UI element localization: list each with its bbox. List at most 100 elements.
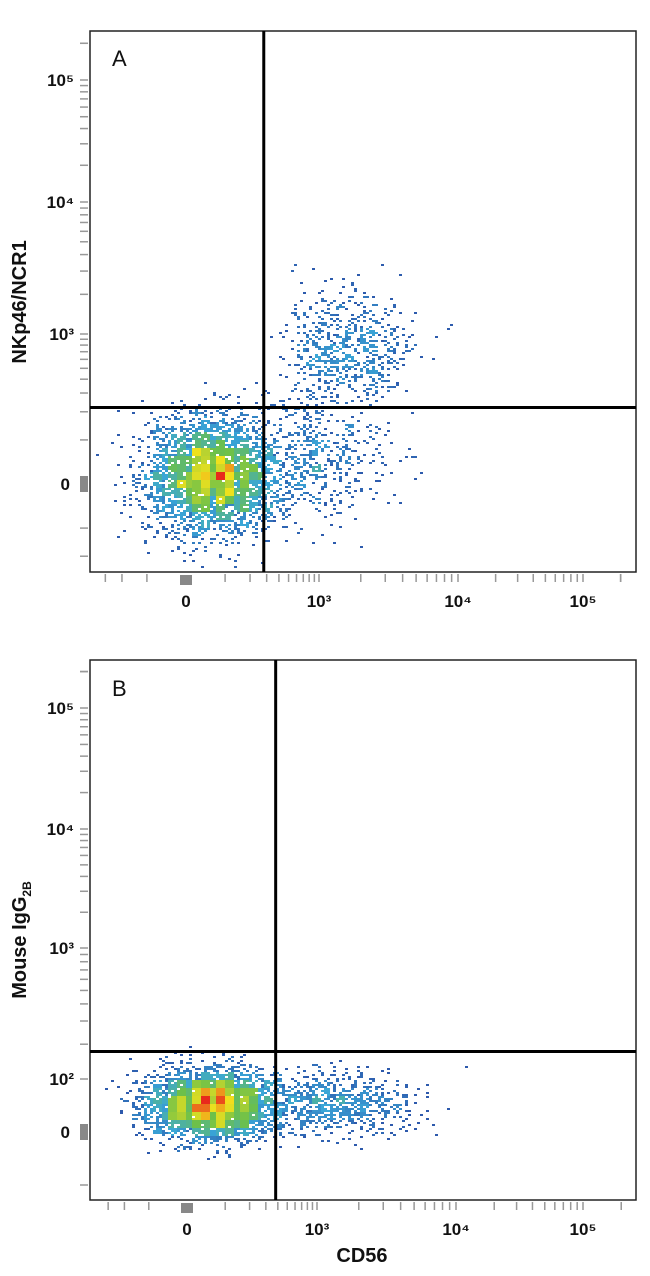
- event-point: [192, 430, 195, 432]
- event-point: [168, 516, 171, 518]
- event-point: [357, 462, 360, 464]
- event-point: [348, 338, 351, 340]
- event-point: [384, 464, 387, 466]
- event-point: [294, 412, 297, 414]
- event-point: [183, 438, 186, 440]
- event-point: [189, 412, 192, 414]
- event-point: [234, 514, 237, 516]
- event-point: [324, 346, 327, 348]
- event-point: [291, 440, 294, 442]
- event-point: [303, 408, 306, 410]
- event-point: [324, 380, 327, 382]
- event-point: [183, 528, 186, 530]
- event-point: [240, 1144, 243, 1146]
- event-point: [153, 470, 156, 472]
- event-point: [342, 450, 345, 452]
- event-point: [360, 412, 363, 414]
- event-point: [330, 450, 333, 452]
- event-point: [210, 506, 213, 508]
- event-point: [321, 348, 324, 350]
- event-point: [339, 500, 342, 502]
- event-point: [195, 486, 198, 488]
- event-point: [183, 468, 186, 470]
- event-point: [321, 450, 324, 452]
- event-point: [189, 420, 192, 422]
- event-point: [171, 1136, 174, 1138]
- event-point: [249, 478, 252, 480]
- event-point: [219, 442, 222, 444]
- event-point: [369, 346, 372, 348]
- event-point: [192, 490, 195, 492]
- event-point: [183, 432, 186, 434]
- event-point: [165, 434, 168, 436]
- event-point: [186, 524, 189, 526]
- event-point: [390, 310, 393, 312]
- event-point: [228, 532, 231, 534]
- event-point: [360, 460, 363, 462]
- event-point: [192, 510, 195, 512]
- event-point: [231, 464, 234, 466]
- event-point: [279, 498, 282, 500]
- event-point: [189, 432, 192, 434]
- event-point: [336, 336, 339, 338]
- event-point: [297, 466, 300, 468]
- event-point: [180, 438, 183, 440]
- event-point: [249, 502, 252, 504]
- event-point: [315, 434, 318, 436]
- event-point: [246, 478, 249, 480]
- event-point: [192, 452, 195, 454]
- event-point: [123, 500, 126, 502]
- event-point: [240, 500, 243, 502]
- event-point: [240, 420, 243, 422]
- event-point: [297, 434, 300, 436]
- event-point: [246, 464, 249, 466]
- event-point: [363, 350, 366, 352]
- event-point: [309, 456, 312, 458]
- event-point: [159, 438, 162, 440]
- event-point: [192, 502, 195, 504]
- event-point: [219, 528, 222, 530]
- event-point: [222, 482, 225, 484]
- event-point: [333, 344, 336, 346]
- event-point: [405, 344, 408, 346]
- event-point: [159, 1150, 162, 1152]
- event-point: [210, 476, 213, 478]
- event-point: [339, 292, 342, 294]
- event-point: [390, 332, 393, 334]
- event-point: [180, 428, 183, 430]
- event-point: [315, 354, 318, 356]
- event-point: [171, 428, 174, 430]
- event-point: [240, 440, 243, 442]
- event-point: [156, 424, 159, 426]
- event-point: [306, 334, 309, 336]
- event-point: [333, 1074, 336, 1076]
- event-point: [204, 460, 207, 462]
- event-point: [216, 510, 219, 512]
- event-point: [222, 494, 225, 496]
- event-point: [126, 1092, 129, 1094]
- event-point: [141, 1104, 144, 1106]
- event-point: [258, 420, 261, 422]
- event-point: [207, 502, 210, 504]
- event-point: [207, 464, 210, 466]
- event-point: [276, 446, 279, 448]
- event-point: [189, 424, 192, 426]
- event-point: [336, 334, 339, 336]
- event-point: [378, 334, 381, 336]
- event-point: [195, 414, 198, 416]
- event-point: [204, 398, 207, 400]
- event-point: [150, 460, 153, 462]
- event-point: [153, 478, 156, 480]
- event-point: [390, 350, 393, 352]
- event-point: [153, 482, 156, 484]
- event-point: [204, 424, 207, 426]
- panel-label-a: A: [112, 46, 127, 71]
- event-point: [174, 468, 177, 470]
- event-point: [177, 524, 180, 526]
- event-point: [276, 460, 279, 462]
- event-point: [213, 508, 216, 510]
- event-point: [192, 512, 195, 514]
- event-point: [180, 540, 183, 542]
- event-point: [255, 470, 258, 472]
- event-point: [360, 400, 363, 402]
